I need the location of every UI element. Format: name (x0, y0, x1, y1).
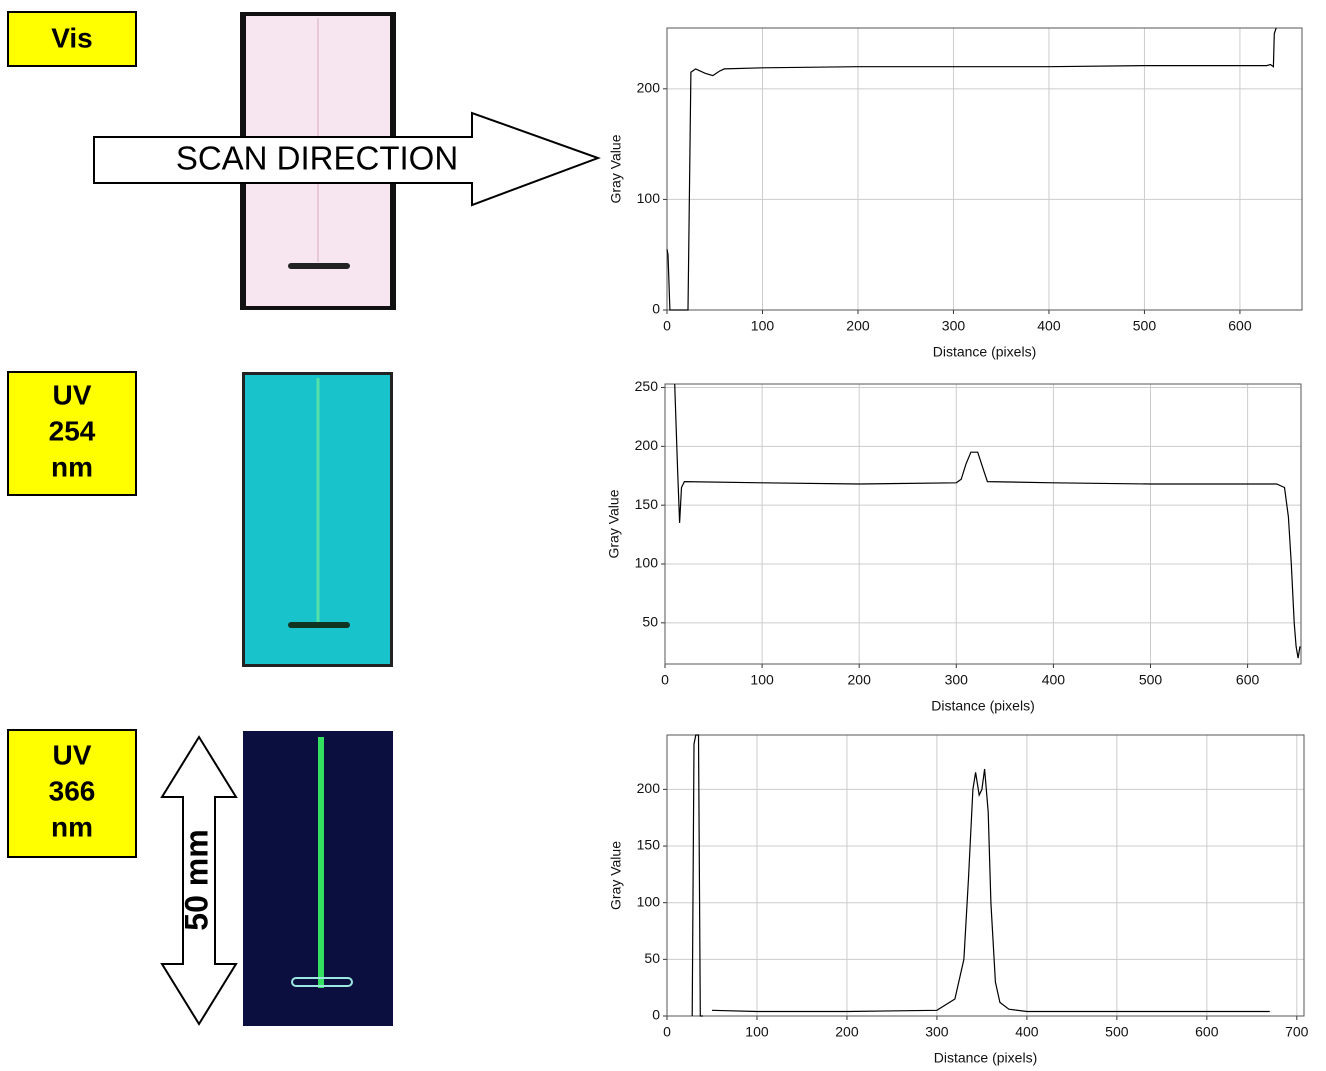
y-tick-label: 100 (635, 555, 659, 571)
y-tick-label: 200 (635, 437, 659, 453)
x-tick-label: 300 (942, 318, 966, 334)
label: Vis (51, 22, 93, 53)
x-tick-label: 0 (663, 1024, 671, 1040)
label: UV (53, 739, 92, 770)
y-tick-label: 100 (637, 893, 661, 909)
origin-spot (288, 622, 350, 628)
scale-label: 50 mm (178, 829, 214, 930)
x-tick-label: 400 (1042, 672, 1066, 688)
x-tick-label: 100 (750, 672, 774, 688)
y-tick-label: 200 (637, 80, 661, 96)
label: nm (51, 451, 93, 482)
x-tick-label: 600 (1228, 318, 1252, 334)
x-tick-label: 300 (945, 672, 969, 688)
y-axis-label: Gray Value (608, 841, 624, 910)
y-tick-label: 50 (644, 950, 660, 966)
x-tick-label: 100 (751, 318, 775, 334)
x-tick-label: 500 (1139, 672, 1163, 688)
y-tick-label: 0 (652, 1007, 660, 1023)
scan-label: SCAN DIRECTION (176, 140, 458, 177)
x-tick-label: 400 (1015, 1024, 1039, 1040)
y-axis-label: Gray Value (606, 489, 622, 558)
plot-area (665, 384, 1301, 664)
x-tick-label: 400 (1037, 318, 1061, 334)
label: 366 (49, 775, 96, 806)
x-tick-label: 500 (1133, 318, 1157, 334)
y-axis-label: Gray Value (608, 134, 624, 203)
origin-spot (288, 263, 350, 269)
x-tick-label: 100 (745, 1024, 769, 1040)
x-axis-label: Distance (pixels) (934, 1050, 1037, 1066)
y-tick-label: 200 (637, 780, 661, 796)
x-tick-label: 300 (925, 1024, 949, 1040)
y-tick-label: 0 (652, 301, 660, 317)
x-tick-label: 500 (1105, 1024, 1129, 1040)
y-tick-label: 250 (635, 378, 659, 394)
y-tick-label: 50 (642, 614, 658, 630)
x-tick-label: 600 (1236, 672, 1260, 688)
y-tick-label: 150 (637, 837, 661, 853)
y-tick-label: 150 (635, 496, 659, 512)
x-tick-label: 200 (846, 318, 870, 334)
y-tick-label: 100 (637, 190, 661, 206)
x-tick-label: 0 (663, 318, 671, 334)
label: 254 (49, 415, 96, 446)
x-tick-label: 200 (848, 672, 872, 688)
x-tick-label: 700 (1285, 1024, 1309, 1040)
label: UV (53, 379, 92, 410)
x-tick-label: 0 (661, 672, 669, 688)
x-tick-label: 600 (1195, 1024, 1219, 1040)
x-axis-label: Distance (pixels) (933, 344, 1036, 360)
label: nm (51, 811, 93, 842)
x-tick-label: 200 (835, 1024, 859, 1040)
x-axis-label: Distance (pixels) (931, 698, 1034, 714)
figure: Vis UV 254 nm UV 366 nm SCAN DIRECTION 5… (0, 0, 1326, 1071)
